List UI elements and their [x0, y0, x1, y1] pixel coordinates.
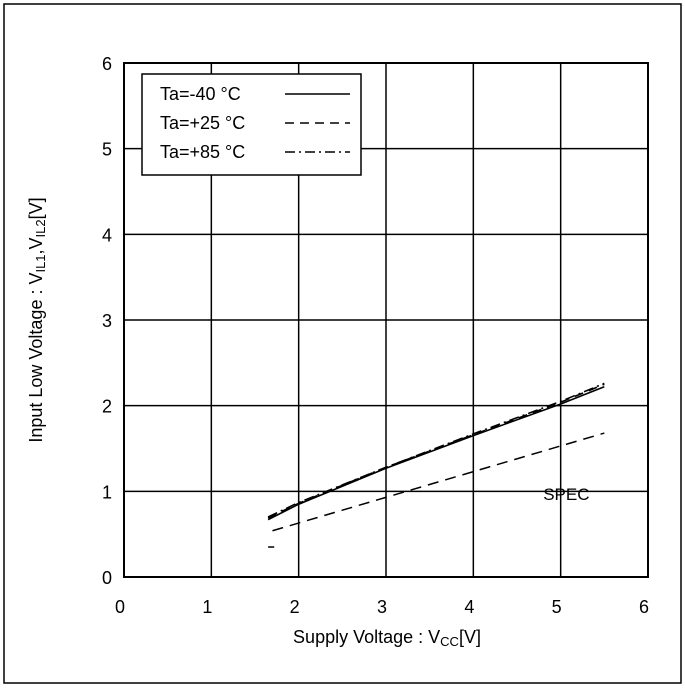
series-line-3 [267, 382, 605, 518]
y-tick-label: 4 [102, 225, 112, 245]
x-tick-label: 0 [115, 597, 125, 617]
x-tick-label: 5 [552, 597, 562, 617]
x-tick-label: 3 [377, 597, 387, 617]
y-tick-label: 0 [102, 568, 112, 588]
legend-label-3: Ta=+85 °C [160, 142, 245, 162]
y-axis-label: Input Low Voltage : VIL1,VIL2[V] [26, 197, 48, 442]
x-tick-label: 2 [290, 597, 300, 617]
y-tick-label: 3 [102, 311, 112, 331]
spec-label: SPEC [543, 485, 589, 504]
legend-label-1: Ta=-40 °C [160, 84, 241, 104]
y-tick-label: 5 [102, 140, 112, 160]
x-tick-label: 4 [464, 597, 474, 617]
plot-area-frame [123, 62, 649, 578]
x-axis-label: Supply Voltage : VCC[V] [293, 627, 481, 649]
y-tick-label: 2 [102, 397, 112, 417]
x-tick-label: 1 [202, 597, 212, 617]
x-tick-label: 6 [639, 597, 649, 617]
legend-box [141, 73, 362, 176]
legend-label-2: Ta=+25 °C [160, 113, 245, 133]
y-tick-label: 6 [102, 54, 112, 74]
spec-line [272, 432, 605, 532]
y-tick-label: 1 [102, 482, 112, 502]
series-line-1 [267, 386, 605, 521]
